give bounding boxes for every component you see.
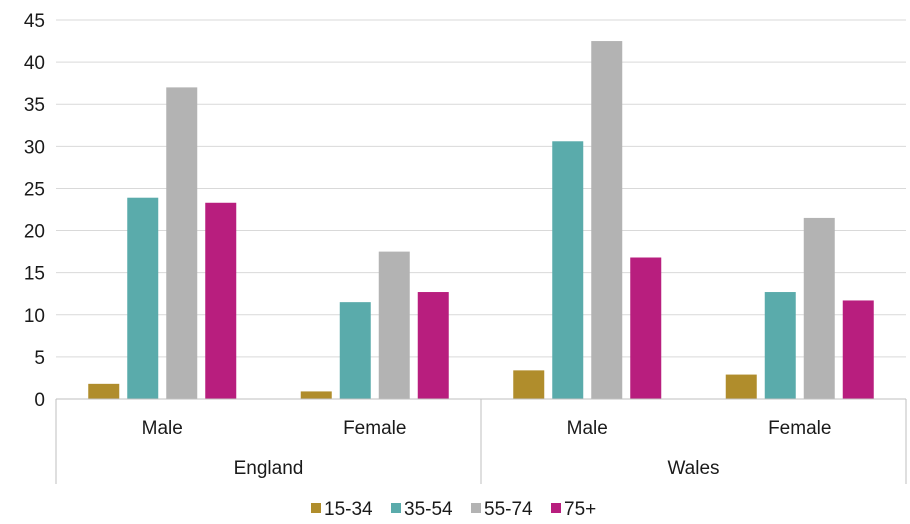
bar-15-34-3 (725, 374, 757, 399)
x-category-label: Female (768, 418, 831, 439)
y-tick-label: 45 (24, 11, 45, 32)
x-category-labels: Male Female Male Female England Wales (142, 418, 832, 479)
y-tick-labels: 0 5 10 15 20 25 30 35 40 45 (24, 11, 45, 411)
bar-55-74-1 (378, 251, 410, 399)
y-tick-label: 35 (24, 95, 45, 116)
bar-75+-1 (417, 292, 449, 399)
y-tick-label: 0 (34, 390, 45, 411)
y-tick-label: 25 (24, 179, 45, 200)
legend-swatch-75+ (551, 503, 561, 513)
bar-15-34-0 (88, 383, 120, 399)
bar-75+-3 (842, 300, 874, 399)
y-tick-label: 10 (24, 306, 45, 327)
bar-55-74-3 (803, 217, 835, 399)
bar-35-54-3 (764, 292, 796, 399)
legend-swatch-15-34 (311, 503, 321, 513)
gridlines (56, 19, 906, 358)
bar-15-34-2 (513, 370, 545, 399)
legend: 15-34 35-54 55-74 75+ (311, 499, 596, 520)
legend-label: 75+ (564, 499, 596, 520)
bar-55-74-2 (591, 41, 623, 400)
x-category-label: Female (343, 418, 406, 439)
y-tick-label: 30 (24, 137, 45, 158)
bars (88, 41, 874, 400)
y-tick-label: 15 (24, 264, 45, 285)
bar-75+-0 (205, 202, 237, 399)
legend-swatch-35-54 (391, 503, 401, 513)
bar-55-74-0 (166, 87, 198, 399)
legend-label: 15-34 (324, 499, 373, 520)
bar-15-34-1 (300, 391, 332, 399)
y-tick-label: 20 (24, 222, 45, 243)
bar-35-54-1 (339, 302, 371, 399)
y-tick-label: 40 (24, 53, 45, 74)
y-tick-label: 5 (34, 348, 45, 369)
bar-75+-2 (630, 257, 662, 399)
bar-35-54-2 (552, 141, 584, 399)
x-group-label: England (234, 458, 304, 479)
legend-label: 35-54 (404, 499, 453, 520)
bar-35-54-0 (127, 197, 159, 399)
axes (55, 398, 907, 484)
x-category-label: Male (567, 418, 608, 439)
x-group-label: Wales (667, 458, 719, 479)
legend-swatch-55-74 (471, 503, 481, 513)
x-category-label: Male (142, 418, 183, 439)
legend-label: 55-74 (484, 499, 533, 520)
